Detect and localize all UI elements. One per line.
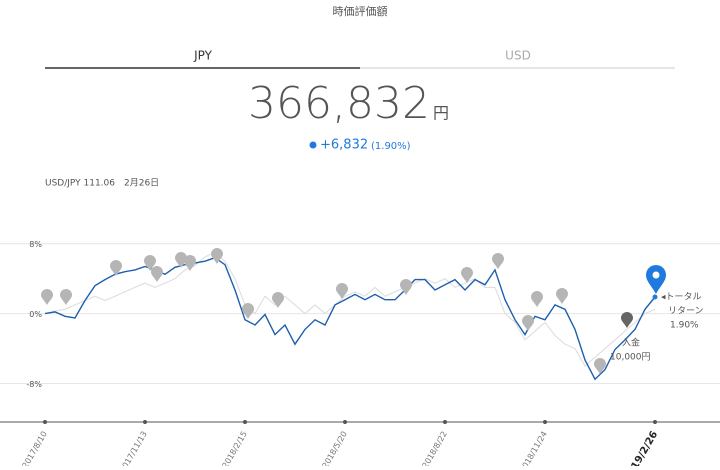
current-pin-hole xyxy=(652,271,660,279)
pin[interactable] xyxy=(594,358,606,374)
x-tick-dot xyxy=(653,420,657,424)
tab-jpy[interactable]: JPY xyxy=(193,49,213,63)
x-tick-label: 2018/5/20 xyxy=(321,430,349,466)
y-tick-label: -8% xyxy=(26,380,42,389)
deposit-value: 10,000円 xyxy=(610,352,651,363)
x-tick-dot xyxy=(543,420,547,424)
y-tick-label: 0% xyxy=(29,310,42,319)
x-tick-dot xyxy=(43,420,47,424)
deposit-pins xyxy=(41,248,633,374)
return-value: 1.90% xyxy=(670,321,699,331)
x-tick-label: 2018/2/15 xyxy=(221,430,249,466)
pin[interactable] xyxy=(151,266,163,282)
pin[interactable] xyxy=(184,255,196,271)
change-pct: (1.90%) xyxy=(371,141,411,152)
deposit-label: 入金 xyxy=(622,337,640,349)
pin[interactable] xyxy=(336,283,348,299)
x-tick-label: 2017/11/13 xyxy=(118,430,149,466)
x-tick-label: 2019/2/26 xyxy=(623,429,661,466)
fx-rate: USD/JPY 111.06 2月26日 xyxy=(45,178,159,189)
page-title: 時価評価額 xyxy=(333,4,388,18)
pin[interactable] xyxy=(60,289,72,305)
x-tick-label: 2018/11/24 xyxy=(518,430,549,466)
current-pin[interactable] xyxy=(646,265,666,294)
y-tick-label: 8% xyxy=(29,240,42,249)
pin[interactable] xyxy=(531,291,543,307)
pin[interactable] xyxy=(522,315,534,331)
amount: 366,832 xyxy=(248,78,430,129)
amount-unit: 円 xyxy=(433,104,449,123)
x-tick-dot xyxy=(143,420,147,424)
x-tick-dot xyxy=(343,420,347,424)
pin[interactable] xyxy=(492,253,504,269)
end-dot xyxy=(652,294,658,300)
x-tick-dot xyxy=(243,420,247,424)
series-line xyxy=(44,256,656,381)
x-tick-dot xyxy=(443,420,447,424)
change: +6,832 xyxy=(320,138,368,153)
return-label: リターン xyxy=(668,306,704,317)
x-tick-label: 2018/8/22 xyxy=(421,430,449,466)
pin[interactable] xyxy=(556,288,568,304)
change-dot xyxy=(309,141,317,149)
tab-usd[interactable]: USD xyxy=(505,49,531,63)
series-line xyxy=(44,251,656,367)
pin[interactable] xyxy=(41,289,53,305)
x-tick-label: 2017/8/10 xyxy=(21,430,49,466)
return-label: ◂トータル xyxy=(661,292,702,303)
pin[interactable] xyxy=(272,292,284,308)
